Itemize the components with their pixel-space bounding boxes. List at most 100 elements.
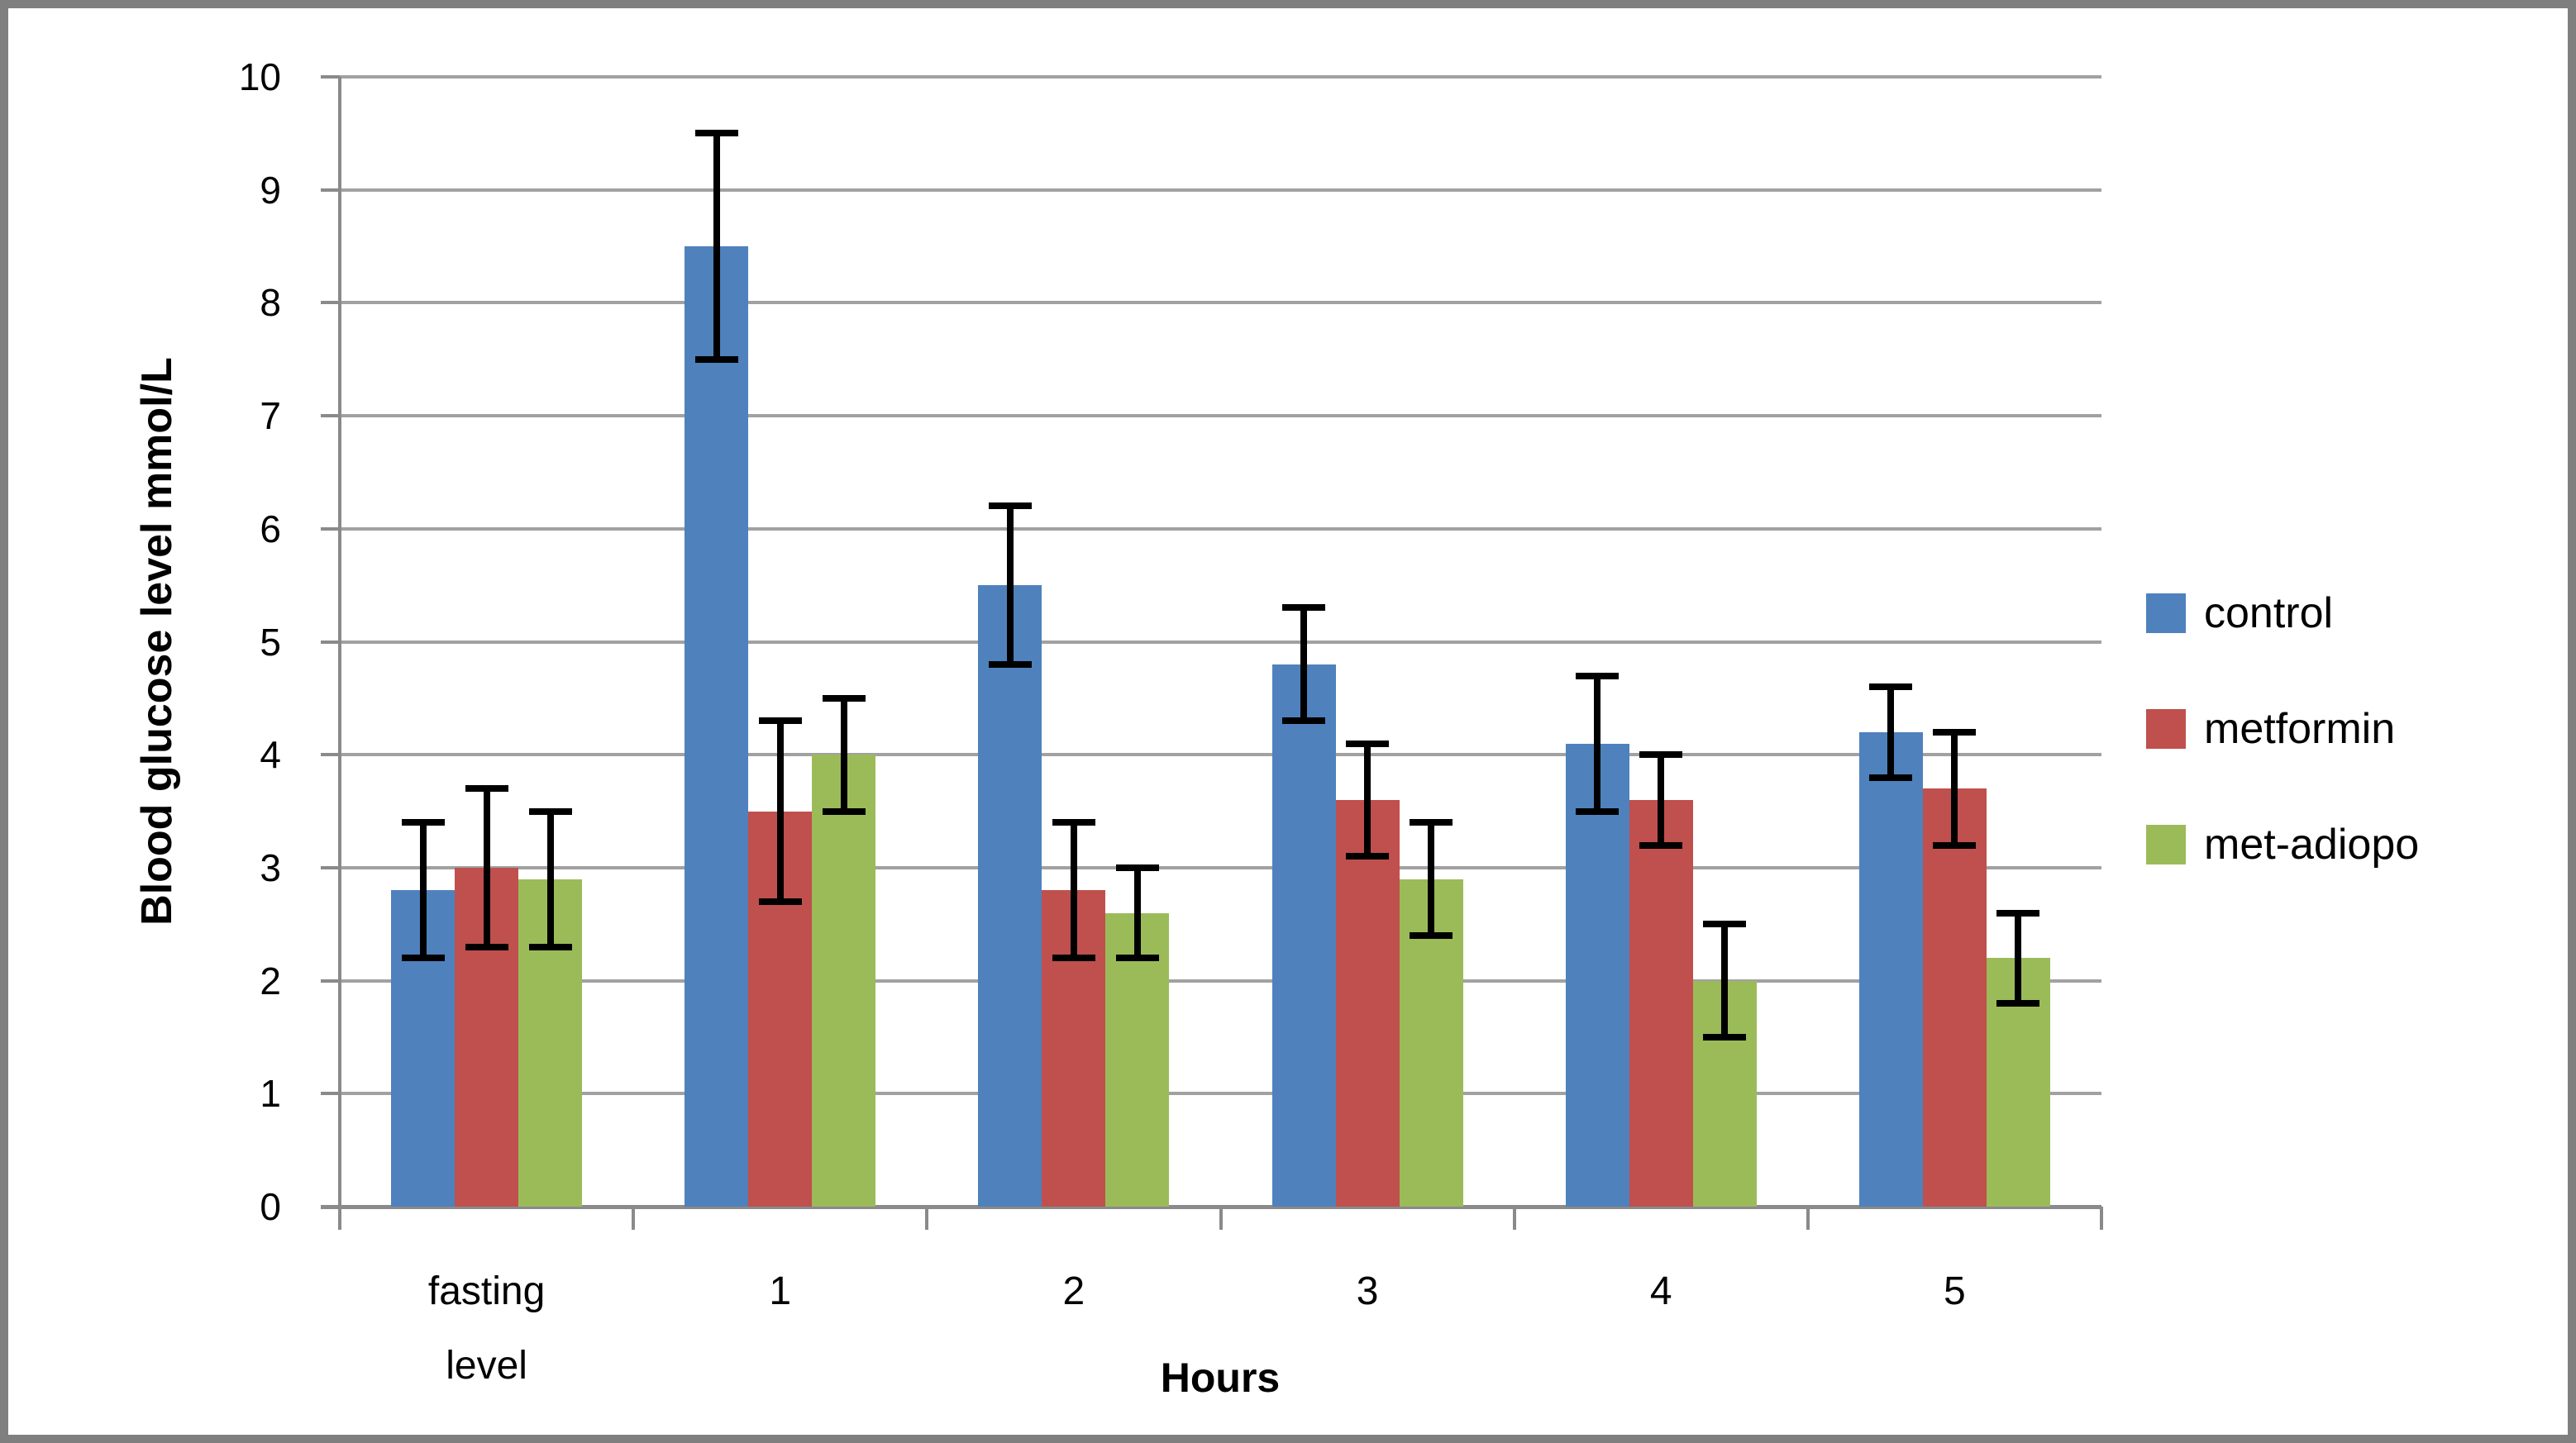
error-cap-top-metformin-1	[758, 717, 802, 725]
error-cap-top-met-adiopo-1	[822, 694, 866, 702]
bar-metformin-4	[1629, 799, 1693, 1207]
y-tick-label-4: 4	[260, 733, 281, 777]
error-cap-bottom-metformin-4	[1639, 841, 1683, 849]
error-cap-top-met-adiopo-5	[1996, 909, 2040, 917]
x-axis-line	[321, 1205, 2101, 1209]
legend-label-metformin: metformin	[2204, 705, 2396, 753]
bar-metformin-5	[1922, 788, 1987, 1207]
y-tick-label-1: 1	[260, 1072, 281, 1116]
error-cap-top-metformin-4	[1639, 751, 1683, 759]
error-cap-top-metformin-2	[1052, 819, 1095, 826]
gridline-y7	[340, 414, 2101, 418]
error-cap-bottom-met-adiopo-5	[1996, 999, 2040, 1007]
y-tick-5	[321, 640, 340, 644]
x-tick-2	[925, 1207, 929, 1230]
error-cap-top-met-adiopo-4	[1703, 921, 1747, 928]
error-cap-bottom-met-adiopo-3	[1410, 931, 1453, 939]
y-tick-1	[321, 1092, 340, 1096]
legend-item-met-adiopo: met-adiopo	[2146, 820, 2419, 869]
y-tick-label-5: 5	[260, 620, 281, 664]
x-tick-3	[1219, 1207, 1223, 1230]
bar-control-1	[685, 246, 749, 1207]
bar-met-adiopo-2	[1105, 912, 1170, 1207]
y-tick-label-8: 8	[260, 281, 281, 325]
error-cap-top-met-adiopo-2	[1115, 864, 1159, 871]
error-bar-control-1	[713, 133, 720, 360]
gridline-y3	[340, 865, 2101, 869]
error-cap-top-control-0	[401, 819, 445, 826]
error-cap-bottom-met-adiopo-0	[528, 943, 572, 950]
x-tick-5	[1806, 1207, 1810, 1230]
error-cap-bottom-met-adiopo-2	[1115, 955, 1159, 962]
y-tick-7	[321, 414, 340, 418]
error-cap-bottom-metformin-5	[1933, 841, 1977, 849]
error-cap-top-control-1	[694, 130, 738, 137]
gridline-y1	[340, 1092, 2101, 1096]
x-category-label-4: 4	[1649, 1269, 1672, 1313]
error-cap-top-control-5	[1869, 683, 1913, 691]
y-tick-2	[321, 979, 340, 983]
bar-control-4	[1565, 743, 1629, 1207]
error-cap-top-metformin-0	[465, 785, 508, 793]
y-tick-label-2: 2	[260, 959, 281, 1002]
error-bar-metformin-4	[1658, 755, 1665, 845]
error-bar-met-adiopo-5	[2015, 912, 2022, 1003]
bar-metformin-3	[1335, 799, 1400, 1207]
error-cap-bottom-metformin-3	[1346, 853, 1390, 860]
error-cap-bottom-met-adiopo-4	[1703, 1033, 1747, 1041]
error-bar-control-3	[1300, 607, 1308, 722]
error-cap-top-metformin-3	[1346, 740, 1390, 747]
legend-label-control: control	[2204, 589, 2334, 637]
error-cap-top-control-2	[988, 502, 1032, 510]
y-tick-4	[321, 753, 340, 757]
y-tick-label-7: 7	[260, 394, 281, 438]
error-cap-bottom-control-3	[1282, 717, 1326, 725]
error-cap-bottom-met-adiopo-1	[822, 807, 866, 815]
legend: control metformin met-adiopo	[2146, 588, 2419, 936]
legend-item-control: control	[2146, 588, 2419, 638]
error-bar-met-adiopo-0	[546, 811, 554, 947]
error-bar-metformin-5	[1951, 731, 1958, 845]
y-tick-10	[321, 75, 340, 79]
bar-control-3	[1271, 664, 1336, 1207]
error-bar-metformin-2	[1070, 822, 1077, 959]
error-cap-bottom-control-0	[401, 955, 445, 962]
legend-swatch-metformin	[2146, 709, 2186, 749]
y-tick-6	[321, 526, 340, 531]
error-cap-top-metformin-5	[1933, 728, 1977, 736]
error-bar-met-adiopo-2	[1133, 867, 1141, 959]
error-bar-control-4	[1594, 675, 1601, 812]
error-cap-bottom-metformin-0	[465, 943, 508, 950]
x-category-label-5: 5	[1944, 1269, 1966, 1313]
x-category-label-0: fasting level	[427, 1269, 546, 1388]
legend-swatch-met-adiopo	[2146, 825, 2186, 864]
error-bar-control-5	[1887, 687, 1895, 778]
bar-met-adiopo-1	[812, 755, 876, 1207]
gridline-y2	[340, 979, 2101, 983]
legend-swatch-control	[2146, 593, 2186, 633]
gridline-y6	[340, 526, 2101, 531]
x-category-label-2: 2	[1062, 1269, 1085, 1313]
error-cap-bottom-control-4	[1576, 807, 1620, 815]
error-cap-bottom-metformin-2	[1052, 955, 1095, 962]
error-cap-bottom-control-2	[988, 660, 1032, 668]
y-tick-9	[321, 188, 340, 192]
error-cap-bottom-control-1	[694, 355, 738, 363]
error-cap-top-control-4	[1576, 672, 1620, 679]
error-bar-metformin-0	[483, 788, 490, 947]
y-tick-3	[321, 865, 340, 869]
x-tick-4	[1512, 1207, 1516, 1230]
x-tick-6	[2100, 1207, 2103, 1230]
y-tick-label-9: 9	[260, 168, 281, 212]
error-bar-metformin-1	[776, 721, 784, 902]
x-tick-0	[338, 1207, 341, 1230]
error-bar-met-adiopo-1	[840, 698, 847, 812]
error-cap-bottom-metformin-1	[758, 898, 802, 905]
gridline-y4	[340, 753, 2101, 757]
y-tick-label-6: 6	[260, 507, 281, 550]
y-tick-label-0: 0	[260, 1185, 281, 1228]
error-bar-metformin-3	[1364, 743, 1371, 857]
error-cap-top-control-3	[1282, 604, 1326, 612]
gridline-y10	[340, 75, 2101, 79]
x-axis-title: Hours	[1160, 1355, 1281, 1401]
